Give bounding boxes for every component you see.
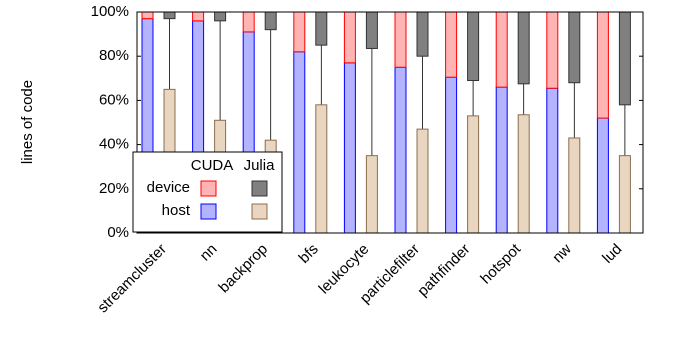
bar-device bbox=[394, 11, 407, 68]
bar-host bbox=[343, 62, 356, 234]
bar-julia-device bbox=[163, 11, 176, 20]
x-tick-label: nn bbox=[197, 241, 221, 265]
bar-device bbox=[141, 11, 154, 20]
bar-julia-host bbox=[416, 128, 429, 234]
bar-host bbox=[394, 66, 407, 234]
bar-julia-host bbox=[568, 137, 581, 234]
bar-device bbox=[343, 11, 356, 64]
bar-julia-host bbox=[517, 114, 530, 234]
bar-julia-host bbox=[467, 115, 480, 234]
legend-group: CUDA bbox=[191, 157, 234, 174]
y-tick-label: 80% bbox=[99, 47, 129, 64]
legend-swatch bbox=[251, 203, 268, 220]
bar-julia-device bbox=[568, 11, 581, 84]
x-tick-label: nw bbox=[549, 241, 575, 267]
x-tick-label: backprop bbox=[215, 241, 271, 297]
legend-group: Julia bbox=[244, 157, 276, 174]
y-tick-label: 60% bbox=[99, 91, 129, 108]
bar-device bbox=[495, 11, 508, 88]
bar-julia-device bbox=[517, 11, 530, 85]
legend-label: host bbox=[162, 202, 191, 219]
bar-host bbox=[445, 76, 458, 234]
legend-swatch bbox=[200, 180, 217, 197]
bar-julia-device bbox=[618, 11, 631, 106]
bar-julia-device bbox=[214, 11, 227, 22]
bar-julia-device bbox=[416, 11, 429, 57]
bar-julia-device bbox=[315, 11, 328, 46]
x-tick-label: streamcluster bbox=[94, 241, 170, 317]
bar-julia-host bbox=[315, 104, 328, 234]
bar-device bbox=[445, 11, 458, 78]
bar-host bbox=[293, 51, 306, 234]
legend-swatch bbox=[251, 180, 268, 197]
plot-frame bbox=[136, 11, 644, 234]
y-tick-label: 40% bbox=[99, 136, 129, 153]
bar-julia-host bbox=[618, 155, 631, 234]
legend-label: device bbox=[147, 179, 190, 196]
x-tick-label: bfs bbox=[296, 241, 322, 267]
bar-device bbox=[596, 11, 609, 119]
bar-device bbox=[546, 11, 559, 89]
bar-julia-host bbox=[365, 155, 378, 234]
bar-host bbox=[546, 87, 559, 234]
bar-device bbox=[192, 11, 205, 22]
bar-device bbox=[242, 11, 255, 33]
bar-host bbox=[495, 86, 508, 234]
y-tick-label: 100% bbox=[91, 3, 129, 20]
bar-device bbox=[293, 11, 306, 53]
y-tick-label: 20% bbox=[99, 180, 129, 197]
bar-julia-device bbox=[365, 11, 378, 49]
bar-julia-device bbox=[467, 11, 480, 82]
legend-swatch bbox=[200, 203, 217, 220]
y-axis-label: lines of code bbox=[19, 80, 36, 164]
bar-host bbox=[596, 117, 609, 234]
y-tick-label: 0% bbox=[107, 224, 129, 241]
x-tick-label: lud bbox=[599, 241, 625, 267]
bar-julia-device bbox=[264, 11, 277, 31]
x-tick-label: pathfinder bbox=[414, 241, 473, 300]
x-tick-label: hotspot bbox=[477, 240, 524, 287]
legend: CUDA Julia device host bbox=[132, 151, 283, 233]
